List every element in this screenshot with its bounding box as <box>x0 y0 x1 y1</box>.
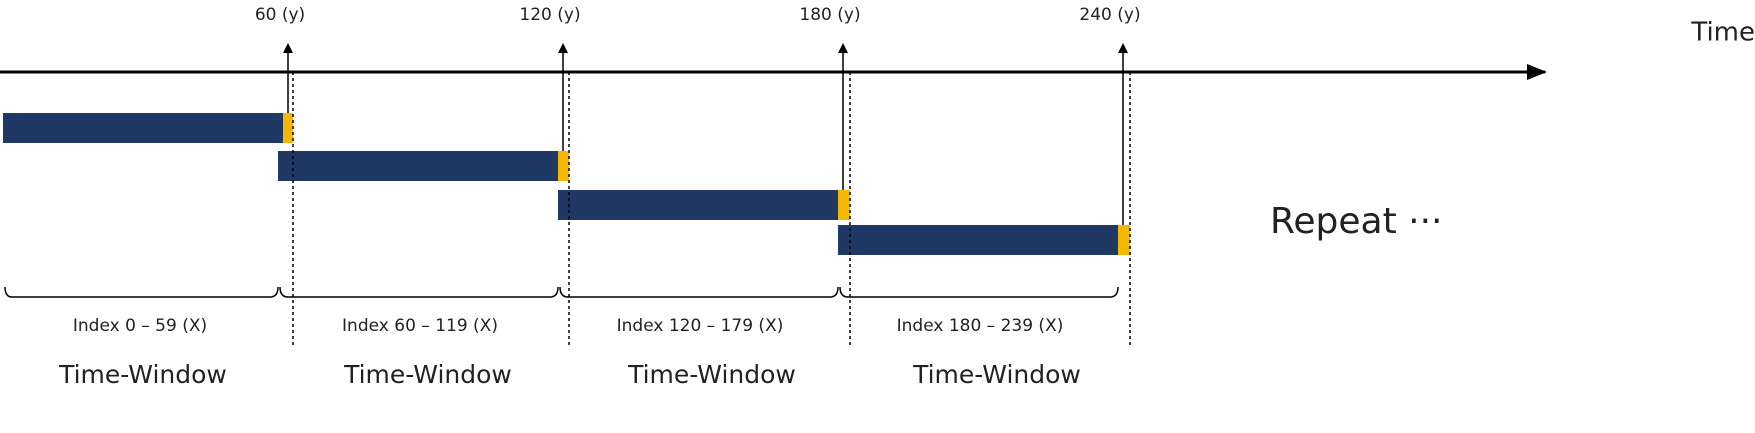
marker-label: 60 (y) <box>255 5 305 25</box>
index-label: Index 0 – 59 (X) <box>73 316 207 336</box>
repeat-label: Repeat ··· <box>1270 201 1443 242</box>
window-label: Time-Window <box>627 360 796 389</box>
bracket <box>839 286 1119 298</box>
axis-label: Time <box>1690 18 1755 48</box>
target-block <box>1118 225 1130 255</box>
window-bars <box>3 113 1130 255</box>
window-bar <box>3 113 283 143</box>
window-label: Time-Window <box>343 360 512 389</box>
marker-label: 240 (y) <box>1079 5 1140 25</box>
target-block <box>558 151 569 181</box>
marker-label: 120 (y) <box>519 5 580 25</box>
index-label: Index 60 – 119 (X) <box>342 316 498 336</box>
window-bar <box>838 225 1118 255</box>
marker-label: 180 (y) <box>799 5 860 25</box>
index-label: Index 180 – 239 (X) <box>897 316 1064 336</box>
bracket <box>279 286 559 298</box>
window-bar <box>558 190 838 220</box>
bracket <box>559 286 839 298</box>
window-bar <box>278 151 558 181</box>
target-block <box>838 190 850 220</box>
window-label: Time-Window <box>58 360 227 389</box>
brackets <box>4 286 1119 298</box>
index-label: Index 120 – 179 (X) <box>617 316 784 336</box>
target-block <box>283 113 293 143</box>
dotted-lines <box>292 72 1131 347</box>
window-label: Time-Window <box>912 360 1081 389</box>
bracket <box>4 286 279 298</box>
marker-arrows <box>283 43 1128 225</box>
